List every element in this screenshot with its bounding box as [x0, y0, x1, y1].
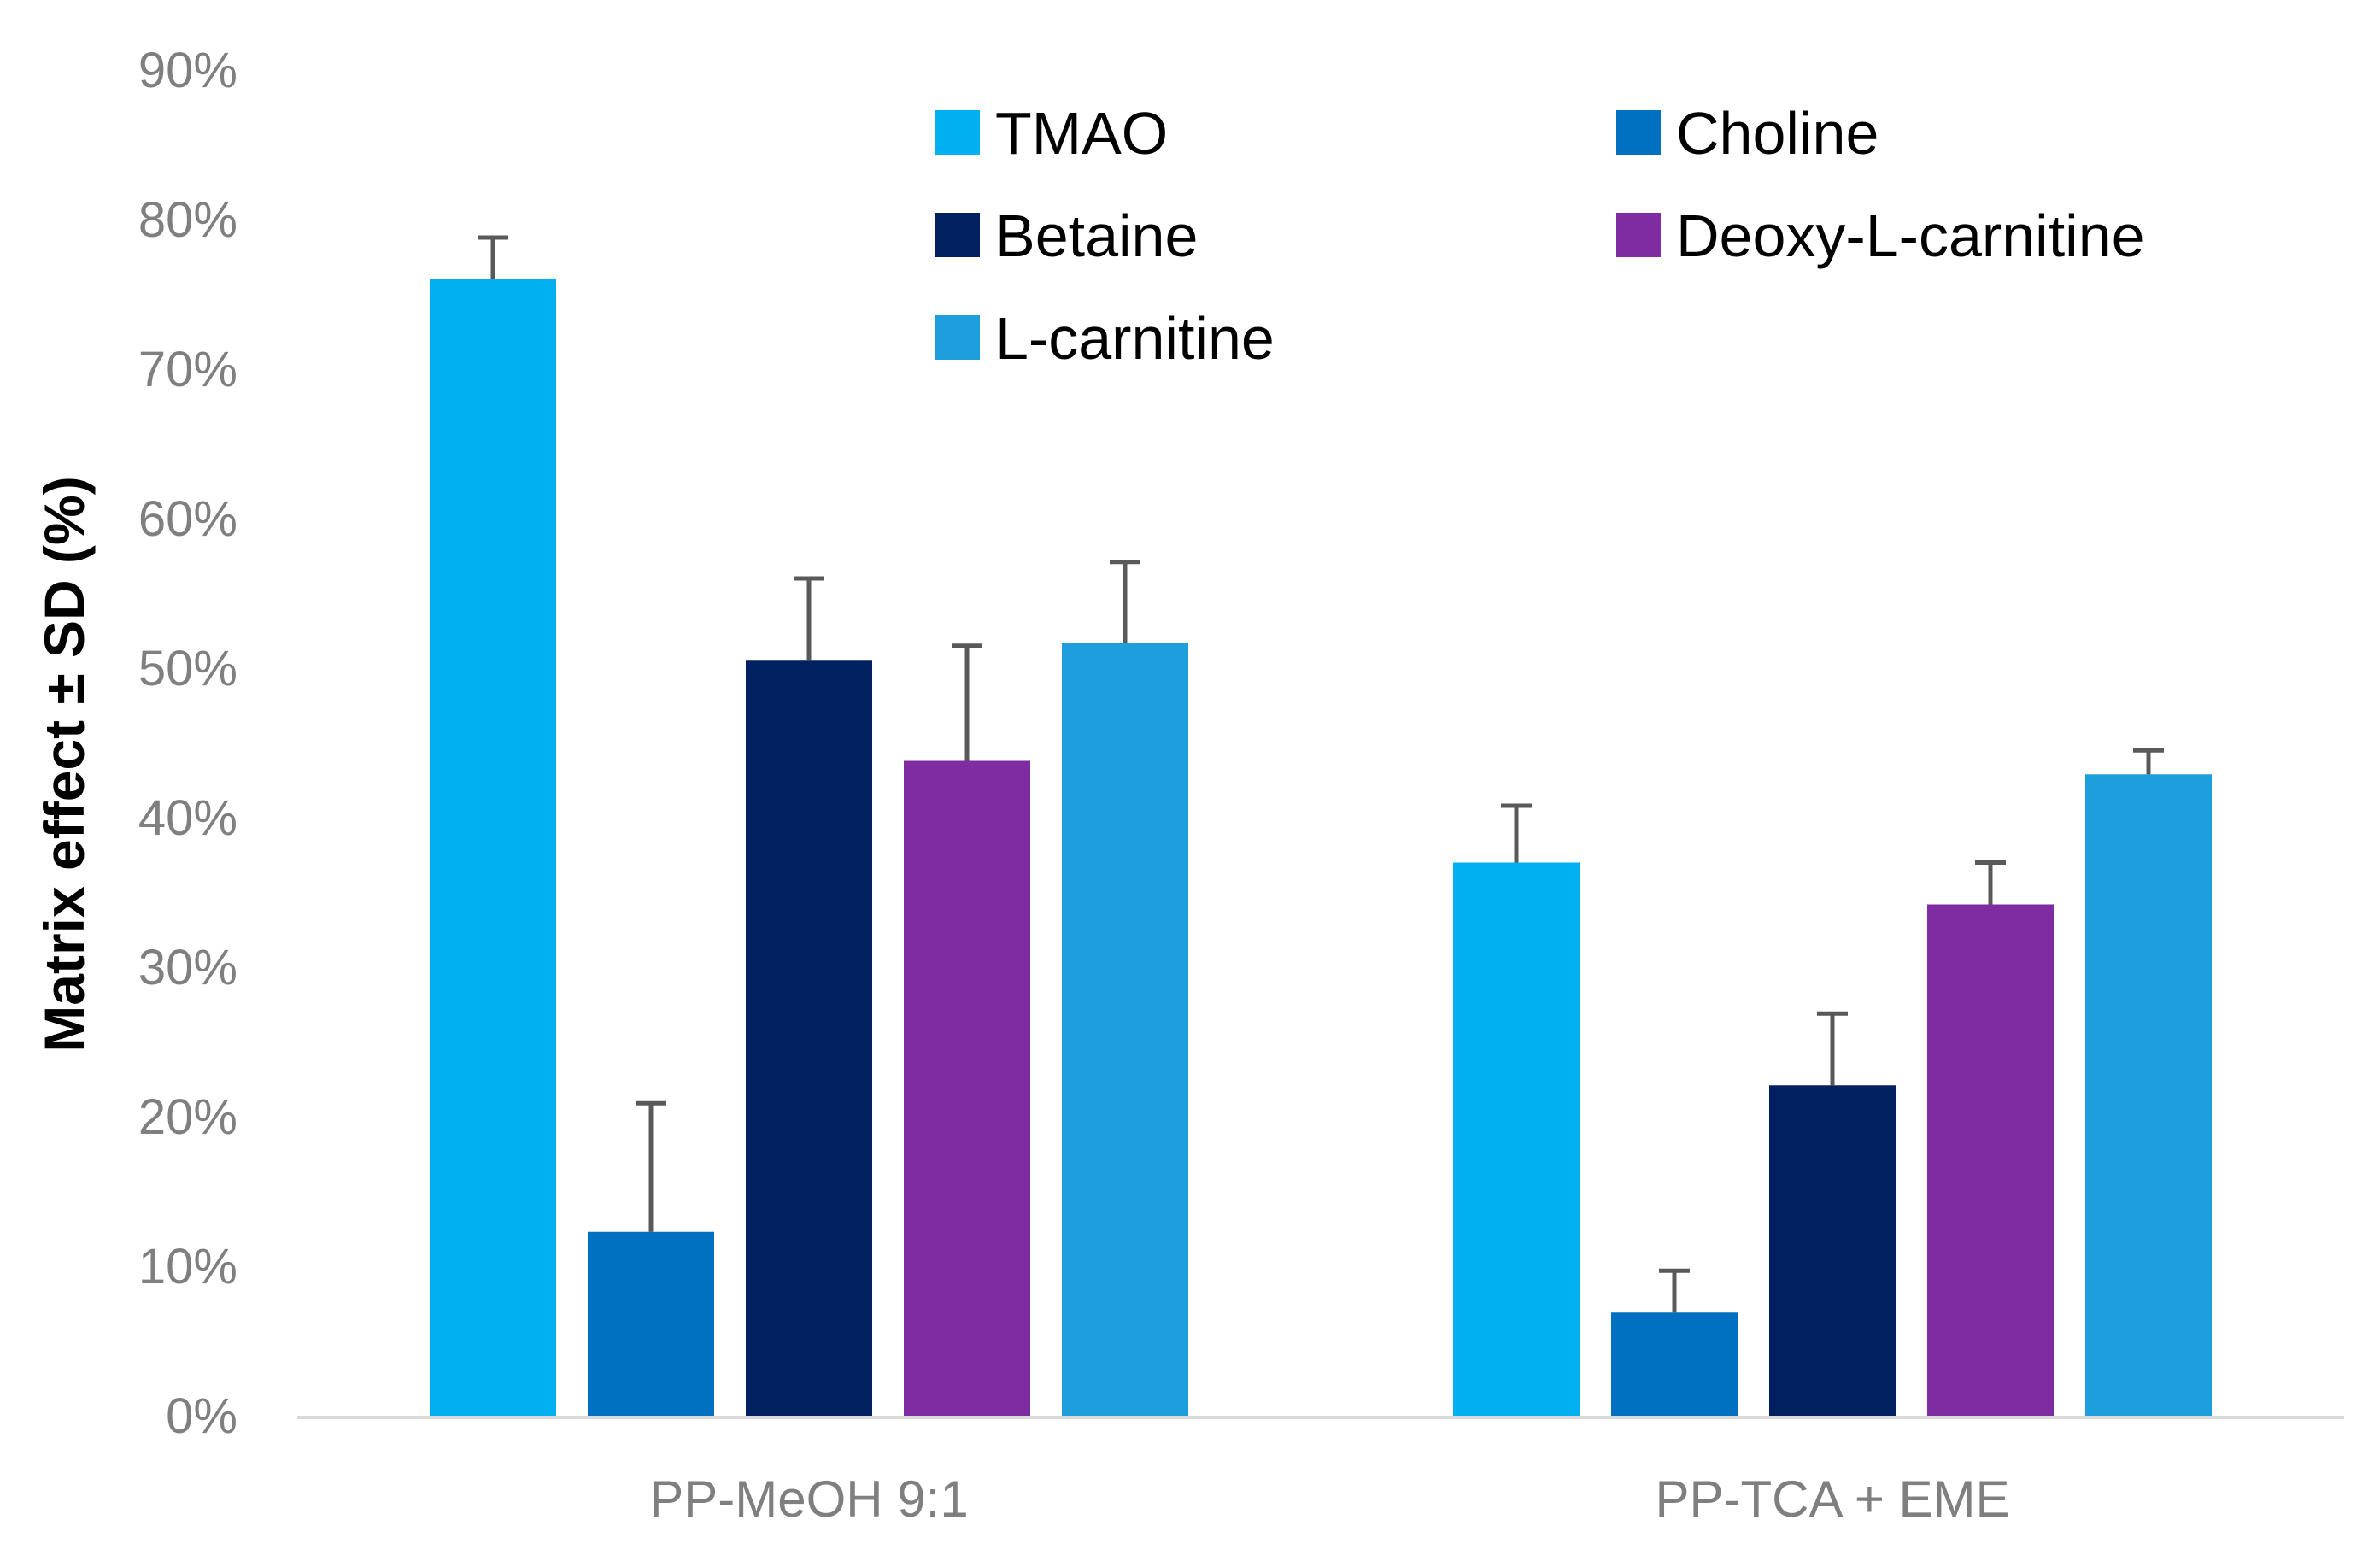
bar-l-carnitine-pp-meoh-9-1 [1062, 643, 1188, 1416]
legend-swatch-tmao [935, 110, 980, 155]
y-axis-ticks: 0% 10% 20% 30% 40% 50% 60% 70% 80% 90% [138, 43, 237, 1444]
legend-swatch-deoxy-l-carnitine [1616, 213, 1661, 257]
legend-label-choline: Choline [1676, 100, 1879, 167]
bar-tmao-pp-meoh-9-1 [430, 279, 556, 1416]
y-tick-label-50: 50% [138, 641, 237, 696]
legend-swatch-betaine [935, 213, 980, 257]
bar-choline-pp-tca-eme [1611, 1312, 1738, 1416]
bar-betaine-pp-meoh-9-1 [746, 660, 872, 1416]
legend-swatch-l-carnitine [935, 315, 980, 360]
y-axis-title: Matrix effect ± SD (%) [32, 476, 96, 1052]
y-tick-label-60: 60% [138, 491, 237, 547]
bars-layer [430, 279, 2212, 1416]
bar-betaine-pp-tca-eme [1769, 1085, 1896, 1416]
y-tick-label-70: 70% [138, 342, 237, 397]
y-tick-label-0: 0% [166, 1388, 237, 1444]
bar-tmao-pp-tca-eme [1453, 862, 1580, 1416]
legend-label-deoxy-l-carnitine: Deoxy-L-carnitine [1676, 202, 2145, 269]
bar-deoxy-l-carnitine-pp-tca-eme [1927, 904, 2054, 1416]
legend: TMAO Choline Betaine Deoxy-L-carnitine L-car… [935, 100, 2145, 372]
bar-deoxy-l-carnitine-pp-meoh-9-1 [904, 760, 1030, 1416]
y-tick-label-10: 10% [138, 1239, 237, 1294]
y-tick-label-90: 90% [138, 43, 237, 98]
y-tick-label-80: 80% [138, 192, 237, 248]
x-axis-categories: PP-MeOH 9:1 PP-TCA + EME [649, 1470, 2009, 1528]
bar-l-carnitine-pp-tca-eme [2085, 774, 2212, 1416]
legend-label-tmao: TMAO [995, 100, 1168, 167]
legend-swatch-choline [1616, 110, 1661, 155]
bar-choline-pp-meoh-9-1 [588, 1231, 714, 1416]
y-tick-label-20: 20% [138, 1089, 237, 1145]
x-category-label-pp-tca-eme: PP-TCA + EME [1655, 1470, 2009, 1528]
legend-label-l-carnitine: L-carnitine [995, 305, 1275, 372]
y-tick-label-40: 40% [138, 790, 237, 846]
x-category-label-pp-meoh-9-1: PP-MeOH 9:1 [649, 1470, 968, 1528]
error-bars-layer [478, 235, 2164, 1313]
y-tick-label-30: 30% [138, 940, 237, 995]
legend-label-betaine: Betaine [995, 202, 1198, 269]
